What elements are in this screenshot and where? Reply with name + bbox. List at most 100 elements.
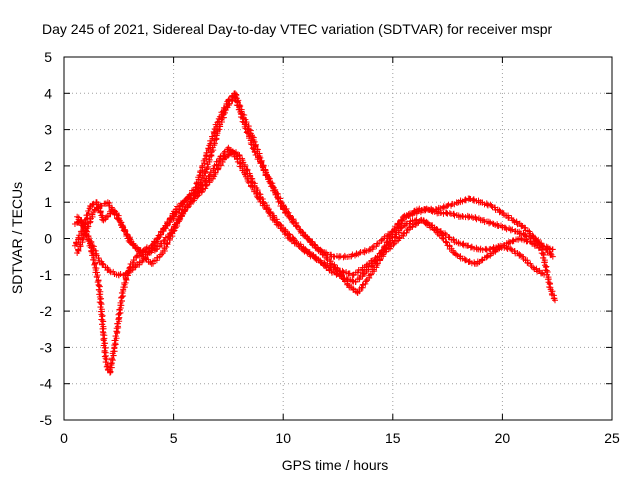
data-point-dense bbox=[487, 219, 494, 226]
x-tick-label: 0 bbox=[60, 430, 68, 446]
data-point-dense bbox=[206, 172, 213, 179]
data-point-dense bbox=[210, 165, 217, 172]
data-point-dense bbox=[306, 237, 313, 244]
chart-title: Day 245 of 2021, Sidereal Day-to-day VTE… bbox=[42, 21, 552, 37]
data-point-dense bbox=[430, 207, 437, 214]
y-tick-label: 0 bbox=[44, 231, 52, 247]
data-point-dense bbox=[365, 266, 372, 273]
data-point-dense bbox=[260, 164, 267, 171]
data-point-dense bbox=[470, 197, 477, 204]
data-point-dense bbox=[430, 226, 437, 233]
data-point-dense bbox=[308, 238, 315, 245]
data-point-dense bbox=[450, 236, 457, 243]
data-point-dense bbox=[245, 130, 252, 137]
data-point-dense bbox=[459, 213, 466, 220]
data-point-dense bbox=[206, 156, 213, 163]
data-point-dense bbox=[299, 229, 306, 236]
data-point-dense bbox=[542, 264, 549, 271]
data-point bbox=[117, 220, 124, 227]
data-point-dense bbox=[147, 259, 154, 266]
data-point-dense bbox=[91, 261, 98, 268]
data-point-dense bbox=[538, 240, 545, 247]
data-point-dense bbox=[98, 301, 105, 308]
data-point bbox=[446, 210, 453, 217]
data-point-dense bbox=[219, 152, 226, 159]
data-point-dense bbox=[114, 215, 121, 222]
data-point-dense bbox=[94, 279, 101, 286]
data-point bbox=[170, 228, 177, 235]
data-point-dense bbox=[85, 207, 92, 214]
data-point-dense bbox=[176, 216, 183, 223]
data-point-dense bbox=[198, 164, 205, 171]
y-tick-label: 2 bbox=[44, 158, 52, 174]
data-point-dense bbox=[96, 283, 103, 290]
x-tick-label: 10 bbox=[275, 430, 291, 446]
data-point-dense bbox=[148, 245, 155, 252]
data-point bbox=[549, 253, 556, 260]
data-point-dense bbox=[208, 152, 215, 159]
data-point-dense bbox=[406, 226, 413, 233]
data-point-dense bbox=[205, 163, 212, 170]
data-point-dense bbox=[197, 179, 204, 186]
data-point-dense bbox=[202, 152, 209, 159]
grid-lines bbox=[64, 57, 612, 420]
data-point bbox=[356, 250, 363, 257]
data-point-dense bbox=[462, 196, 469, 203]
x-tick-label: 20 bbox=[495, 430, 511, 446]
data-point-dense bbox=[541, 259, 548, 266]
data-point-dense bbox=[439, 234, 446, 241]
data-point-dense bbox=[473, 216, 480, 223]
data-point bbox=[549, 246, 556, 253]
data-point-dense bbox=[251, 149, 258, 156]
data-point-dense bbox=[100, 336, 107, 343]
data-point-dense bbox=[249, 145, 256, 152]
data-point-dense bbox=[220, 149, 227, 156]
data-point-dense bbox=[97, 296, 104, 303]
data-point-dense bbox=[300, 247, 307, 254]
data-point-dense bbox=[454, 199, 461, 206]
data-point-dense bbox=[96, 291, 103, 298]
data-point-dense bbox=[88, 242, 95, 249]
data-point-dense bbox=[459, 241, 466, 248]
data-point-dense bbox=[100, 337, 107, 344]
data-point-dense bbox=[400, 230, 407, 237]
data-point-dense bbox=[211, 140, 218, 147]
data-point-dense bbox=[546, 281, 553, 288]
data-point-dense bbox=[311, 241, 318, 248]
y-tick-label: -5 bbox=[40, 412, 53, 428]
data-point-dense bbox=[369, 244, 376, 251]
data-point bbox=[400, 213, 407, 220]
data-point-dense bbox=[210, 128, 217, 135]
y-tick-label: 3 bbox=[44, 122, 52, 138]
data-point bbox=[321, 260, 328, 267]
data-point-dense bbox=[449, 249, 456, 256]
data-point-dense bbox=[391, 234, 398, 241]
data-point-dense bbox=[103, 359, 110, 366]
data-point bbox=[183, 195, 190, 202]
data-point-dense bbox=[87, 218, 94, 225]
data-point-dense bbox=[110, 209, 117, 216]
data-point-dense bbox=[90, 209, 97, 216]
data-point-dense bbox=[86, 205, 93, 212]
data-point-dense bbox=[92, 251, 99, 258]
data-point-dense bbox=[166, 215, 173, 222]
data-point bbox=[89, 242, 96, 249]
data-point bbox=[552, 297, 559, 304]
data-point-dense bbox=[496, 209, 503, 216]
data-point-dense bbox=[180, 198, 187, 205]
data-point-dense bbox=[350, 287, 357, 294]
data-point bbox=[484, 253, 491, 260]
data-point-dense bbox=[403, 229, 410, 236]
y-tick-label: -2 bbox=[40, 303, 53, 319]
y-tick-label: 1 bbox=[44, 194, 52, 210]
data-point-dense bbox=[120, 293, 127, 300]
data-point bbox=[107, 268, 114, 275]
data-point-dense bbox=[213, 135, 220, 142]
x-tick-label: 5 bbox=[170, 430, 178, 446]
data-point-dense bbox=[516, 252, 523, 259]
data-point-dense bbox=[465, 214, 472, 221]
axis-ticks: 0 5 10 15 20 25 -5 -4 -3 -2 -1 0 1 2 3 4 5 bbox=[40, 49, 620, 446]
x-tick-label: 25 bbox=[604, 430, 620, 446]
